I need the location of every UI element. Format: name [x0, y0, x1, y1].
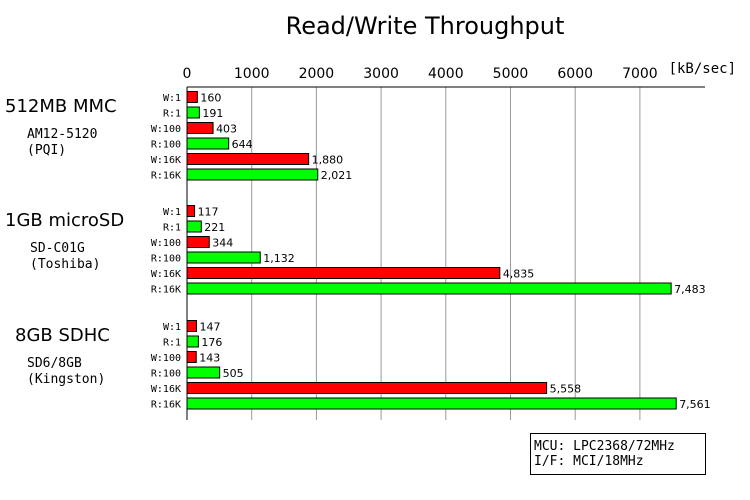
data-label: 191 — [202, 107, 223, 120]
category-label: R:16K — [151, 171, 181, 182]
group-vendor: (Kingston) — [27, 372, 105, 387]
bar — [186, 153, 310, 165]
data-label: 7,483 — [674, 283, 706, 296]
annotation-text: MCU: LPC2368/72MHz — [534, 439, 675, 454]
category-label: W:16K — [151, 155, 181, 166]
group-name: 512MB MMC — [5, 96, 117, 117]
category-label: W:100 — [151, 353, 181, 364]
data-label: 1,132 — [263, 252, 295, 265]
bar — [186, 106, 200, 119]
bar — [186, 236, 210, 248]
group-name: 1GB microSD — [5, 210, 124, 231]
annotation-box — [530, 433, 706, 475]
bar — [186, 137, 230, 150]
category-label: R:100 — [151, 369, 181, 380]
category-label: W:16K — [151, 384, 181, 395]
x-tick-label: 3000 — [363, 66, 399, 82]
x-tick-label: 6000 — [557, 66, 593, 82]
group-vendor: (Toshiba) — [30, 257, 100, 272]
x-tick-label: 4000 — [428, 66, 464, 82]
bar — [186, 282, 672, 295]
bar — [186, 122, 214, 134]
x-tick-label: 2000 — [299, 66, 335, 82]
data-label: 5,558 — [550, 383, 582, 396]
data-label: 344 — [212, 237, 233, 250]
data-label: 403 — [216, 123, 237, 136]
group-model: AM12-5120 — [27, 127, 97, 142]
data-label: 1,880 — [312, 154, 344, 167]
category-label: R:16K — [151, 285, 181, 296]
category-label: R:1 — [163, 109, 181, 120]
data-label: 143 — [199, 352, 220, 365]
chart-title: Read/Write Throughput — [286, 12, 565, 40]
bar — [186, 320, 198, 332]
unit-label: [kB/sec] — [669, 61, 736, 77]
category-label: R:100 — [151, 254, 181, 265]
x-tick-label: 7000 — [622, 66, 658, 82]
group-model: SD6/8GB — [27, 356, 82, 371]
category-label: R:1 — [163, 338, 181, 349]
group-name: 8GB SDHC — [15, 325, 110, 346]
category-label: W:100 — [151, 238, 181, 249]
category-label: W:1 — [163, 207, 181, 218]
bar — [186, 220, 202, 233]
category-label: W:100 — [151, 124, 181, 135]
category-label: W:16K — [151, 269, 181, 280]
data-label: 7,561 — [679, 398, 711, 411]
bar — [186, 205, 196, 217]
data-label: 147 — [200, 321, 221, 334]
data-label: 176 — [201, 336, 222, 349]
data-label: 644 — [232, 138, 253, 151]
group-model: SD-C01G — [30, 241, 85, 256]
category-label: W:1 — [163, 322, 181, 333]
bar — [186, 168, 319, 181]
bar — [186, 382, 548, 394]
annotation-text: I/F: MCI/18MHz — [534, 454, 644, 469]
data-label: 221 — [204, 221, 225, 234]
data-label: 4,835 — [503, 268, 534, 281]
data-label: 2,021 — [321, 169, 353, 182]
x-tick-label: 0 — [183, 66, 192, 82]
data-label: 160 — [200, 92, 221, 105]
bar — [186, 335, 199, 348]
bar — [186, 397, 677, 410]
category-label: W:1 — [163, 93, 181, 104]
data-label: 117 — [198, 206, 219, 219]
category-label: R:1 — [163, 223, 181, 234]
bar — [186, 366, 221, 379]
bar — [186, 267, 501, 279]
x-tick-label: 5000 — [493, 66, 529, 82]
x-tick-label: 1000 — [234, 66, 270, 82]
group-vendor: (PQI) — [27, 143, 66, 158]
bar — [186, 351, 197, 363]
bar — [186, 91, 198, 103]
category-label: R:100 — [151, 140, 181, 151]
category-label: R:16K — [151, 400, 181, 411]
data-label: 505 — [223, 367, 244, 380]
bar — [186, 251, 261, 264]
